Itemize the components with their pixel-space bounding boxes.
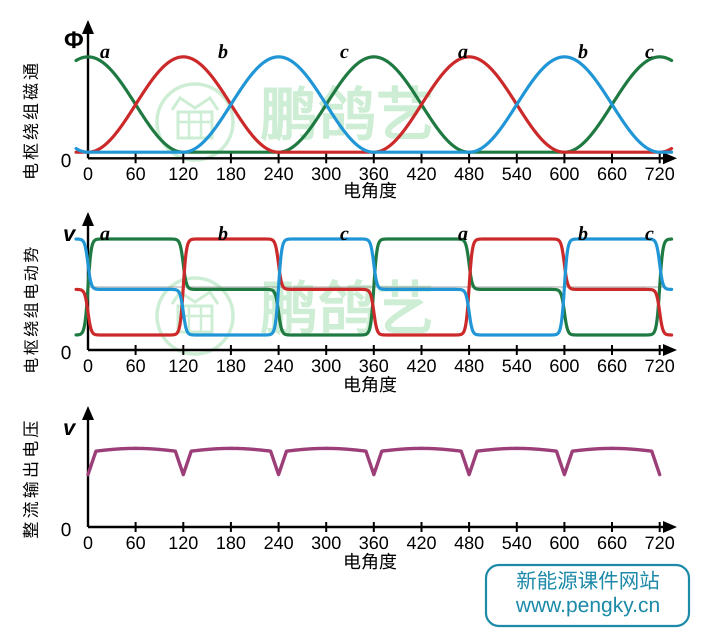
svg-text:b: b [578, 223, 588, 245]
svg-text:整流输出电压: 整流输出电压 [22, 417, 41, 538]
svg-text:60: 60 [126, 164, 146, 184]
svg-text:600: 600 [549, 164, 579, 184]
svg-text:b: b [218, 223, 228, 245]
svg-text:720: 720 [645, 356, 675, 376]
svg-text:新能源课件网站: 新能源课件网站 [516, 570, 660, 593]
svg-text:660: 660 [597, 356, 627, 376]
svg-text:电枢绕组电动势: 电枢绕组电动势 [23, 244, 41, 374]
svg-text:540: 540 [502, 533, 532, 553]
svg-text:300: 300 [311, 356, 341, 376]
svg-text:0: 0 [83, 164, 93, 184]
svg-text:600: 600 [549, 356, 579, 376]
svg-text:420: 420 [406, 356, 436, 376]
svg-text:360: 360 [359, 356, 389, 376]
svg-text:0: 0 [61, 343, 72, 364]
svg-text:180: 180 [216, 356, 246, 376]
svg-text:720: 720 [645, 533, 675, 553]
svg-text:300: 300 [311, 533, 341, 553]
svg-text:240: 240 [264, 164, 294, 184]
svg-text:660: 660 [597, 533, 627, 553]
svg-text:www.pengky.cn: www.pengky.cn [515, 594, 660, 617]
svg-text:480: 480 [454, 356, 484, 376]
svg-text:电角度: 电角度 [343, 375, 397, 395]
svg-text:0: 0 [61, 520, 72, 541]
svg-text:c: c [645, 223, 654, 245]
svg-text:240: 240 [264, 533, 294, 553]
svg-text:a: a [100, 41, 110, 63]
svg-text:600: 600 [549, 533, 579, 553]
svg-text:a: a [458, 223, 468, 245]
svg-text:60: 60 [126, 533, 146, 553]
svg-text:420: 420 [406, 164, 436, 184]
svg-text:电角度: 电角度 [343, 552, 397, 572]
svg-text:360: 360 [359, 533, 389, 553]
svg-text:540: 540 [502, 164, 532, 184]
svg-text:v: v [63, 221, 77, 246]
svg-text:v: v [63, 415, 77, 440]
svg-text:0: 0 [83, 533, 93, 553]
svg-text:60: 60 [126, 356, 146, 376]
svg-text:660: 660 [597, 164, 627, 184]
svg-text:420: 420 [406, 533, 436, 553]
svg-text:Φ: Φ [64, 27, 84, 54]
svg-text:电枢绕组磁通: 电枢绕组磁通 [22, 60, 41, 180]
svg-text:120: 120 [168, 164, 198, 184]
svg-text:120: 120 [168, 356, 198, 376]
svg-text:480: 480 [454, 533, 484, 553]
svg-text:180: 180 [216, 164, 246, 184]
svg-text:b: b [218, 41, 228, 63]
svg-text:a: a [100, 223, 110, 245]
svg-text:c: c [340, 223, 349, 245]
svg-text:120: 120 [168, 533, 198, 553]
svg-text:c: c [645, 41, 654, 63]
svg-text:300: 300 [311, 164, 341, 184]
svg-text:720: 720 [645, 164, 675, 184]
svg-text:b: b [578, 41, 588, 63]
svg-text:0: 0 [83, 356, 93, 376]
svg-text:240: 240 [264, 356, 294, 376]
svg-text:0: 0 [61, 151, 72, 172]
svg-text:a: a [458, 41, 468, 63]
svg-text:电角度: 电角度 [343, 181, 397, 201]
svg-text:540: 540 [502, 356, 532, 376]
svg-text:180: 180 [216, 533, 246, 553]
svg-text:480: 480 [454, 164, 484, 184]
svg-text:c: c [340, 41, 349, 63]
